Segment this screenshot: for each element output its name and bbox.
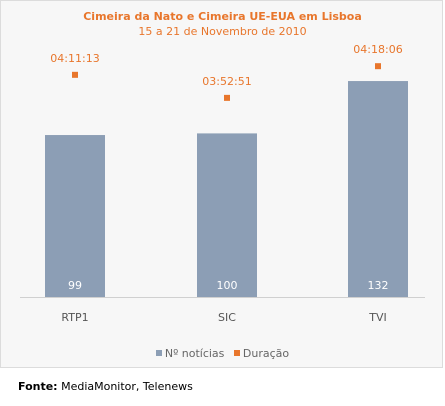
duration-point-sic	[224, 94, 230, 101]
legend-swatch-noticias	[155, 350, 162, 356]
bar-rtp1	[45, 135, 105, 297]
legend-label-duracao: Duração	[242, 347, 290, 360]
chart-legend: Nº notícias Duração	[0, 347, 445, 360]
bar-value-rtp1: 99	[68, 279, 82, 292]
category-label-sic: SIC	[218, 311, 236, 324]
legend-swatch-duracao	[233, 350, 240, 356]
bar-sic	[197, 133, 257, 297]
category-label-rtp1: RTP1	[61, 311, 88, 324]
source-note: Fonte: MediaMonitor, Telenews	[18, 380, 193, 393]
duration-label-tvi: 04:18:06	[353, 43, 402, 56]
bar-tvi	[348, 81, 408, 297]
duration-label-sic: 03:52:51	[202, 75, 251, 88]
legend-item-duracao: Duração	[233, 347, 290, 360]
duration-point-rtp1	[72, 71, 78, 78]
duration-label-rtp1: 04:11:13	[50, 52, 99, 65]
chart-subtitle: 15 a 21 de Novembro de 2010	[138, 25, 307, 38]
legend-label-noticias: Nº notícias	[164, 347, 225, 360]
source-text: MediaMonitor, Telenews	[61, 380, 193, 393]
bar-value-tvi: 132	[368, 279, 389, 292]
legend-item-noticias: Nº notícias	[155, 347, 225, 360]
source-label: Fonte:	[18, 380, 58, 393]
bar-value-sic: 100	[217, 279, 238, 292]
duration-point-tvi	[375, 63, 381, 70]
chart-title: Cimeira da Nato e Cimeira UE-EUA em Lisb…	[83, 10, 362, 23]
category-label-tvi: TVI	[368, 311, 387, 324]
